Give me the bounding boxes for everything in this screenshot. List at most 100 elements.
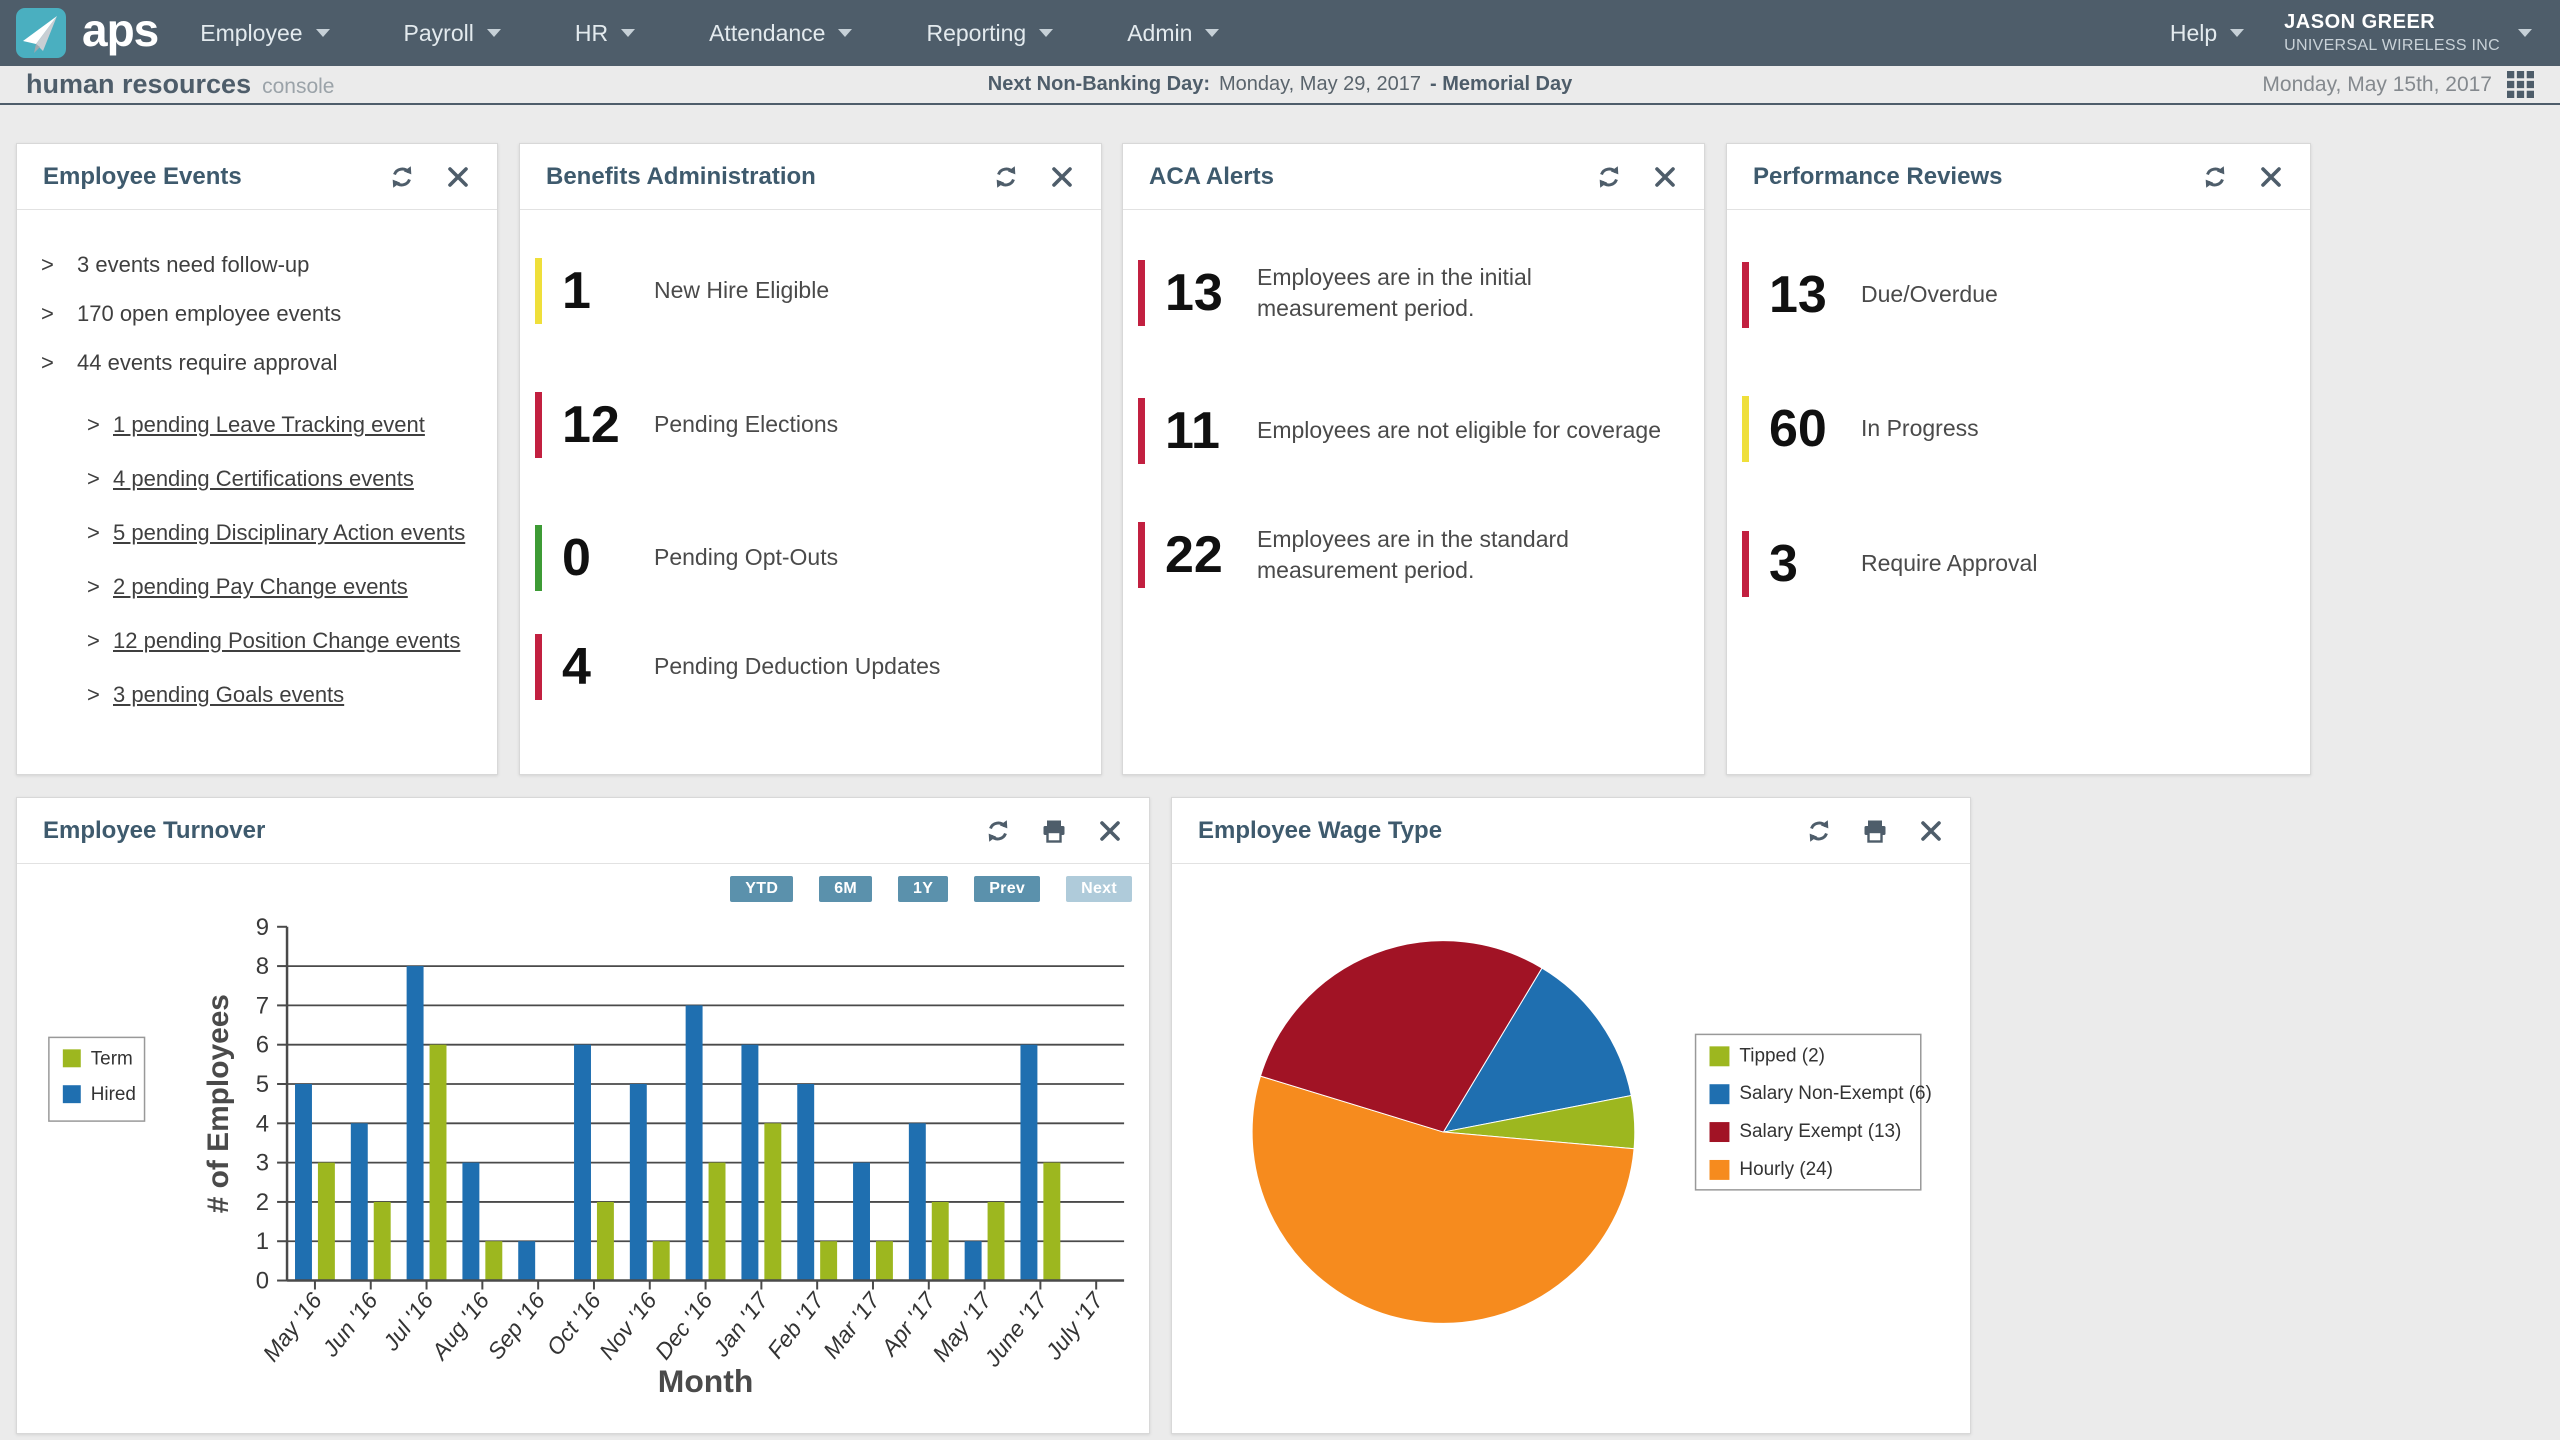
chevron-marker: [87, 680, 113, 710]
turnover-chart-body: YTD 6M 1Y Prev Next 0 1 2 3 4 5 6 7 8 9 May '16 Jun…: [17, 864, 1149, 1432]
due-overdue-stat: 13 Due/Overdue: [1742, 262, 1998, 328]
prev-button[interactable]: Prev: [974, 876, 1041, 902]
pending-event-row: 2 pending Pay Change events: [41, 572, 477, 602]
user-info: JASON GREER UNIVERSAL WIRELESS INC: [2284, 11, 2500, 55]
stat-color-bar: [535, 392, 542, 458]
print-icon[interactable]: [1862, 818, 1888, 844]
card-actions: [1596, 164, 1678, 190]
svg-text:6: 6: [256, 1032, 269, 1059]
svg-text:Term: Term: [91, 1048, 133, 1069]
card-actions: [389, 164, 471, 190]
disciplinary-action-link[interactable]: 5 pending Disciplinary Action events: [113, 520, 466, 545]
in-progress-stat: 60 In Progress: [1742, 396, 1979, 462]
close-icon[interactable]: [2258, 164, 2284, 190]
stat-color-bar: [535, 634, 542, 700]
stat-label: Employees are in the standard measuremen…: [1257, 525, 1569, 583]
chevron-marker: [87, 626, 113, 656]
svg-text:8: 8: [256, 953, 269, 980]
svg-text:Month: Month: [658, 1363, 754, 1399]
menu-payroll[interactable]: Payroll: [404, 20, 501, 47]
employee-turnover-card: Employee Turnover YTD 6M 1Y Prev Next 0 1…: [16, 797, 1150, 1434]
svg-text:July '17: July '17: [1040, 1287, 1109, 1365]
svg-text:# of Employees: # of Employees: [202, 994, 235, 1213]
user-menu[interactable]: JASON GREER UNIVERSAL WIRELESS INC: [2284, 11, 2532, 55]
stat-value: 0: [562, 529, 591, 587]
menu-employee[interactable]: Employee: [200, 20, 330, 47]
menu-reporting[interactable]: Reporting: [926, 20, 1054, 47]
help-menu[interactable]: Help: [2170, 20, 2245, 47]
close-icon[interactable]: [445, 164, 471, 190]
close-icon[interactable]: [1652, 164, 1678, 190]
app-logo[interactable]: aps: [16, 7, 159, 59]
goals-link[interactable]: 3 pending Goals events: [113, 682, 345, 707]
next-button[interactable]: Next: [1066, 876, 1132, 902]
refresh-icon[interactable]: [1806, 818, 1832, 844]
position-change-link[interactable]: 12 pending Position Change events: [113, 628, 461, 653]
pending-event-row: 4 pending Certifications events: [41, 464, 477, 494]
1y-button[interactable]: 1Y: [898, 876, 949, 902]
card-title: ACA Alerts: [1149, 162, 1274, 190]
stat-value: 11: [1165, 402, 1220, 460]
refresh-icon[interactable]: [389, 164, 415, 190]
card-header: Benefits Administration: [520, 144, 1101, 210]
stat-value: 1: [562, 262, 591, 320]
stat-label: Pending Opt-Outs: [654, 544, 839, 571]
page-title-group: human resources console: [26, 69, 334, 100]
refresh-icon[interactable]: [985, 818, 1011, 844]
event-summary-item: 170 open employee events: [41, 299, 477, 329]
svg-text:Jun '16: Jun '16: [317, 1287, 383, 1362]
pay-change-link[interactable]: 2 pending Pay Change events: [113, 574, 408, 599]
6m-button[interactable]: 6M: [819, 876, 873, 902]
chevron-down-icon: [838, 29, 853, 37]
page-subheader: human resources console Next Non-Banking…: [0, 66, 2560, 105]
svg-text:Dec '16: Dec '16: [650, 1287, 718, 1364]
refresh-icon[interactable]: [1596, 164, 1622, 190]
chart-range-buttons: YTD 6M 1Y Prev Next: [730, 876, 1132, 902]
certifications-link[interactable]: 4 pending Certifications events: [113, 466, 414, 491]
banner-date: Monday, May 29, 2017: [1219, 73, 1421, 95]
card-title: Employee Wage Type: [1198, 816, 1443, 844]
refresh-icon[interactable]: [993, 164, 1019, 190]
svg-text:May '16: May '16: [257, 1287, 327, 1366]
leave-tracking-link[interactable]: 1 pending Leave Tracking event: [113, 412, 425, 437]
svg-text:Jan '17: Jan '17: [707, 1287, 774, 1362]
paper-plane-logo-icon: [16, 8, 66, 58]
card-header: Employee Wage Type: [1172, 798, 1970, 864]
svg-text:9: 9: [256, 914, 269, 941]
subheader-right: Monday, May 15th, 2017: [2262, 71, 2534, 98]
menu-attendance[interactable]: Attendance: [709, 20, 853, 47]
refresh-icon[interactable]: [2202, 164, 2228, 190]
pending-event-row: 5 pending Disciplinary Action events: [41, 518, 477, 548]
svg-text:Salary Non-Exempt (6): Salary Non-Exempt (6): [1739, 1083, 1931, 1104]
menu-admin[interactable]: Admin: [1127, 20, 1220, 47]
card-title: Benefits Administration: [546, 162, 816, 190]
svg-text:Aug '16: Aug '16: [425, 1287, 494, 1365]
svg-text:4: 4: [256, 1110, 269, 1137]
print-icon[interactable]: [1041, 818, 1067, 844]
stat-label: In Progress: [1861, 415, 1979, 442]
wage-type-chart-body: Tipped (2) Salary Non-Exempt (6) Salary Ex…: [1172, 864, 1970, 1432]
apps-grid-icon[interactable]: [2507, 71, 2534, 98]
svg-text:Mar '17: Mar '17: [818, 1287, 886, 1364]
chevron-down-icon: [2230, 29, 2245, 37]
chevron-down-icon: [1205, 29, 1220, 37]
stat-label: Employees are in the initial measurement…: [1257, 263, 1532, 321]
stat-label: Due/Overdue: [1861, 281, 1998, 308]
card-title: Employee Turnover: [43, 816, 266, 844]
menu-hr[interactable]: HR: [575, 20, 636, 47]
banner-label: Next Non-Banking Day:: [987, 73, 1210, 95]
svg-text:Hourly (24): Hourly (24): [1739, 1159, 1833, 1180]
close-icon[interactable]: [1097, 818, 1123, 844]
ytd-button[interactable]: YTD: [730, 876, 794, 902]
svg-text:5: 5: [256, 1071, 269, 1098]
not-eligible-stat: 11 Employees are not eligible for covera…: [1138, 398, 1661, 464]
chevron-marker: [41, 348, 77, 378]
event-summary-item: 44 events require approval: [41, 348, 477, 378]
svg-text:Feb '17: Feb '17: [762, 1287, 830, 1364]
stat-value: 4: [562, 638, 591, 696]
chevron-marker: [41, 250, 77, 280]
close-icon[interactable]: [1049, 164, 1075, 190]
close-icon[interactable]: [1918, 818, 1944, 844]
current-date: Monday, May 15th, 2017: [2262, 72, 2492, 96]
